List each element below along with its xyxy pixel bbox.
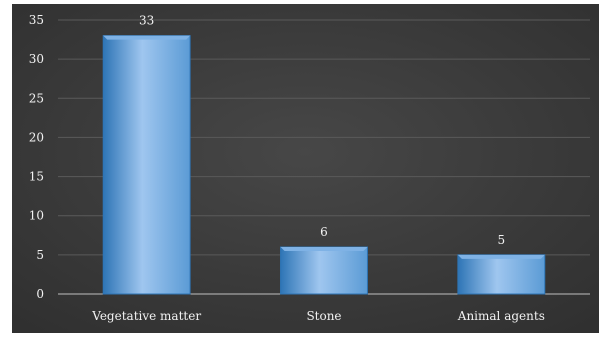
y-tick-label: 0 [36,287,44,301]
data-label: 6 [320,225,328,239]
y-tick-label: 25 [29,91,44,105]
x-tick-label: Animal agents [457,309,545,323]
data-label: 33 [139,14,154,28]
bar [102,35,191,295]
data-labels: 33 6 5 [139,14,505,247]
y-tick-label: 10 [29,209,44,223]
bar [280,246,368,295]
bar [457,254,546,295]
chart-canvas: 0 5 10 15 20 25 30 35 33 6 5 Vegetative matter Sto… [12,4,599,333]
y-axis-tick-labels: 0 5 10 15 20 25 30 35 [29,13,44,301]
bar-body [280,246,368,295]
bar-top-bevel [103,35,191,40]
x-tick-label: Stone [306,309,341,323]
bar-top-bevel [280,247,368,252]
y-tick-label: 20 [29,130,44,144]
y-tick-label: 30 [29,52,44,66]
data-label: 5 [498,233,506,247]
bar-body [457,254,546,295]
bars [102,35,546,295]
bar-chart: 0 5 10 15 20 25 30 35 33 6 5 Vegetative matter Sto… [12,4,599,333]
x-axis-tick-labels: Vegetative matter Stone Animal agents [91,309,545,323]
bar-top-bevel [457,254,545,259]
bar-body [102,35,191,295]
y-tick-label: 35 [29,13,44,27]
y-tick-label: 5 [36,248,44,262]
x-tick-label: Vegetative matter [91,309,201,323]
y-tick-label: 15 [29,170,44,184]
